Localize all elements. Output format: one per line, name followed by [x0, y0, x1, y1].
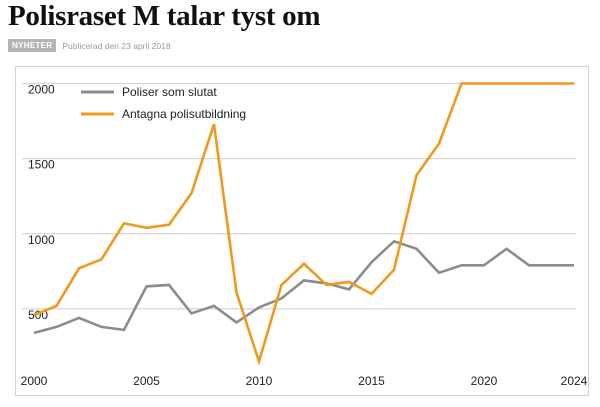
series-lines	[33, 82, 574, 366]
x-tick-label: 2005	[133, 374, 160, 388]
x-tick-label: 2020	[471, 374, 498, 388]
x-axis-labels: 2000 2005 2010 2015 2020 2024	[21, 374, 588, 388]
y-tick-label: 1500	[28, 158, 55, 172]
x-tick-label: 2010	[246, 374, 273, 388]
legend: Poliser som slutat Antagna polisutbildnin…	[81, 85, 246, 121]
gridlines	[22, 82, 576, 310]
y-tick-label: 2000	[28, 83, 55, 97]
article-headline: Polisraset M talar tyst om	[8, 0, 321, 32]
x-tick-label: 2015	[358, 374, 385, 388]
y-tick-label: 1000	[28, 233, 55, 247]
series-line-1	[33, 239, 574, 335]
article-meta: NYHETER Publicerad den 23 april 2018	[8, 39, 171, 52]
series-line-2	[33, 82, 574, 366]
category-badge[interactable]: NYHETER	[8, 39, 57, 52]
chart-frame: 500 1000 1500 2000 2000 2005 2010 2015 2020 2024…	[15, 66, 589, 396]
publish-date: Publicerad den 23 april 2018	[62, 40, 171, 51]
x-tick-label: 2000	[21, 374, 48, 388]
legend-label-1: Poliser som slutat	[122, 85, 217, 99]
legend-label-2: Antagna polisutbildning	[122, 107, 246, 121]
x-tick-label: 2024	[561, 374, 588, 388]
